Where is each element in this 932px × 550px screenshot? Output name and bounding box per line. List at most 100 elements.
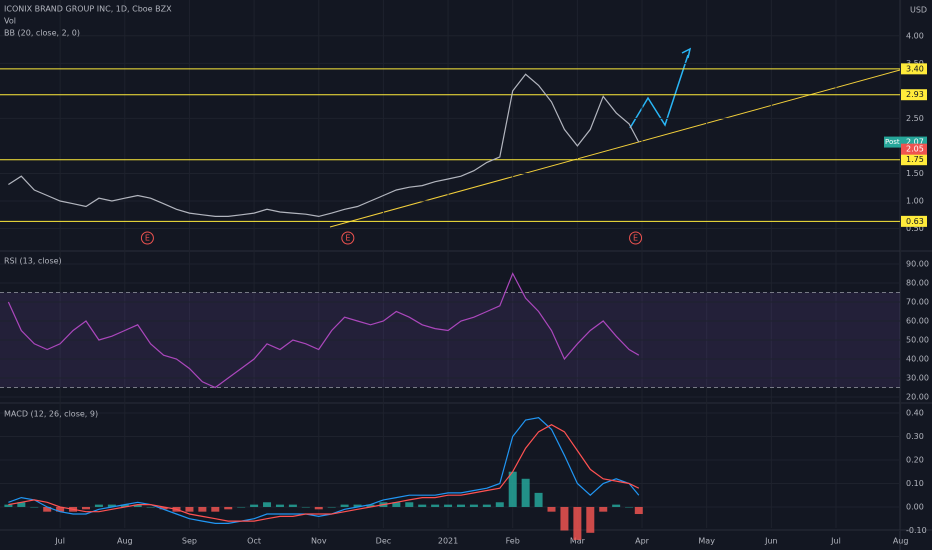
x-tick-label: Mar [570,537,586,546]
level-badge [901,89,927,101]
histogram-bar [418,504,427,507]
price-line [7,272,640,389]
pane-label: BB (20, close, 2, 0) [4,29,80,38]
histogram-bar [482,504,491,507]
histogram-bar [94,504,103,507]
event-marker [140,231,154,245]
y-tick-label: 0.50 [906,224,924,233]
post-label: Post [885,138,900,146]
histogram-bar [495,502,504,507]
x-tick-label: Aug [117,537,133,546]
projection-arrow [681,47,692,59]
x-tick-label: 2021 [438,537,458,546]
event-label: E [633,234,638,243]
y-tick-label: 1.00 [906,196,924,205]
event-label: E [145,234,150,243]
x-tick-label: Jul [54,537,65,546]
histogram-bar [547,506,556,512]
level-badge [901,154,927,166]
y-tick-label: 0.10 [906,479,924,488]
y-tick-label: 3.50 [906,59,924,68]
last-price-label: 2.05 [906,145,924,154]
pane-title: RSI (13, close) [4,257,62,266]
histogram-bar [560,506,569,531]
histogram-bar [625,506,634,508]
histogram-bar [107,504,116,507]
x-tick-label: Sep [182,537,197,546]
x-tick-label: Nov [311,537,327,546]
y-tick-label: 70.00 [906,297,929,306]
y-tick-label: 0.30 [906,432,924,441]
histogram-bar [444,504,453,507]
y-tick-label: 80.00 [906,278,929,287]
y-tick-label: 0.40 [906,408,924,417]
histogram-bar [30,506,39,508]
last-price-badge [901,143,927,155]
histogram-bar [81,506,90,510]
event-marker [341,231,355,245]
histogram-bar [275,504,284,507]
level-label: 0.63 [906,217,924,226]
histogram-bar [353,504,362,507]
y-tick-label: 0.20 [906,455,924,464]
histogram-bar [133,504,142,507]
histogram-bar [301,506,310,508]
indicator-line [8,424,640,522]
histogram-bar [224,506,233,510]
indicator-line [8,417,640,524]
x-tick-label: May [698,537,715,546]
histogram-bar [237,506,246,508]
histogram-bar [43,506,52,512]
x-tick-label: Feb [506,537,520,546]
histogram-bar [17,502,26,507]
histogram-bar [599,506,608,512]
histogram-bar [159,506,168,510]
x-tick-label: Apr [635,537,650,546]
y-tick-label: 30.00 [906,373,929,382]
histogram-bar [573,506,582,540]
histogram-bar [392,502,401,507]
y-tick-label: -0.10 [906,526,927,535]
y-tick-label: 0.00 [906,502,924,511]
event-label: E [345,234,350,243]
histogram-bar [263,502,272,507]
histogram-bar [456,504,465,507]
histogram-bar [211,506,220,512]
x-tick-label: Aug [893,537,909,546]
histogram-bar [340,504,349,507]
histogram-bar [146,506,155,508]
histogram-bar [612,504,621,507]
y-tick-label: 20.00 [906,392,929,401]
histogram-bar [56,506,65,512]
y-tick-label: 60.00 [906,316,929,325]
pane-title: ICONIX BRAND GROUP INC, 1D, Cboe BZX [4,5,172,14]
x-tick-label: Oct [247,537,261,546]
histogram-bar [508,471,517,507]
histogram-bar [314,506,323,510]
histogram-bar [185,506,194,512]
pane-title: MACD (12, 26, close, 9) [4,410,98,419]
histogram-bar [521,478,530,507]
histogram-bar [469,504,478,507]
histogram-bar [405,502,414,507]
level-badge [901,63,927,75]
post-badge [884,136,901,148]
histogram-bar [120,504,129,507]
price-line [8,73,640,218]
histogram-bar [250,504,259,507]
post-price-label: 2.07 [906,138,924,147]
level-label: 3.40 [906,64,924,73]
y-tick-label: 2.50 [906,114,924,123]
histogram-bar [288,504,297,507]
y-tick-label: 50.00 [906,335,929,344]
x-tick-label: Jun [764,537,778,546]
histogram-bar [634,506,643,515]
currency-label: USD [910,6,927,15]
histogram-bar [4,504,13,507]
y-tick-label: 1.50 [906,169,924,178]
level-label: 1.75 [906,155,924,164]
histogram-bar [327,506,336,508]
